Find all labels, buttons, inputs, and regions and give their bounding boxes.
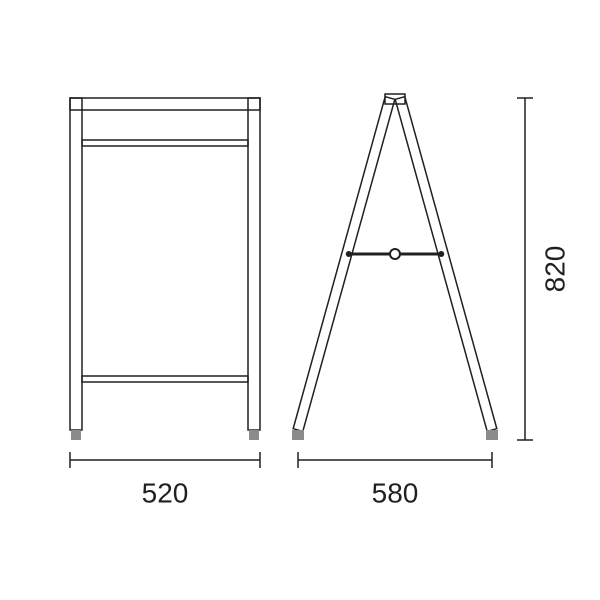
side-right-leg xyxy=(395,97,497,432)
side-view xyxy=(292,94,498,440)
front-left-leg xyxy=(70,98,82,430)
front-right-leg xyxy=(248,98,260,430)
side-foot-left xyxy=(292,430,304,440)
side-left-leg xyxy=(293,97,395,432)
front-foot-right xyxy=(249,430,259,440)
dimension-width-front: 520 xyxy=(70,452,260,508)
front-lower-crossbar xyxy=(82,376,248,382)
dimension-width-front-label: 520 xyxy=(142,477,189,508)
side-hinge-pin-left xyxy=(346,251,352,257)
dimension-width-side-label: 580 xyxy=(372,477,419,508)
front-foot-left xyxy=(71,430,81,440)
dimension-height-label: 820 xyxy=(539,246,570,293)
side-hinge-pin-right xyxy=(438,251,444,257)
side-foot-right xyxy=(486,430,498,440)
front-upper-crossbar xyxy=(82,140,248,146)
front-view xyxy=(70,98,260,440)
dimension-height: 820 xyxy=(517,98,570,440)
side-spreader-ring xyxy=(390,249,400,259)
front-top-bar xyxy=(70,98,260,110)
dimension-width-side: 580 xyxy=(298,452,492,508)
